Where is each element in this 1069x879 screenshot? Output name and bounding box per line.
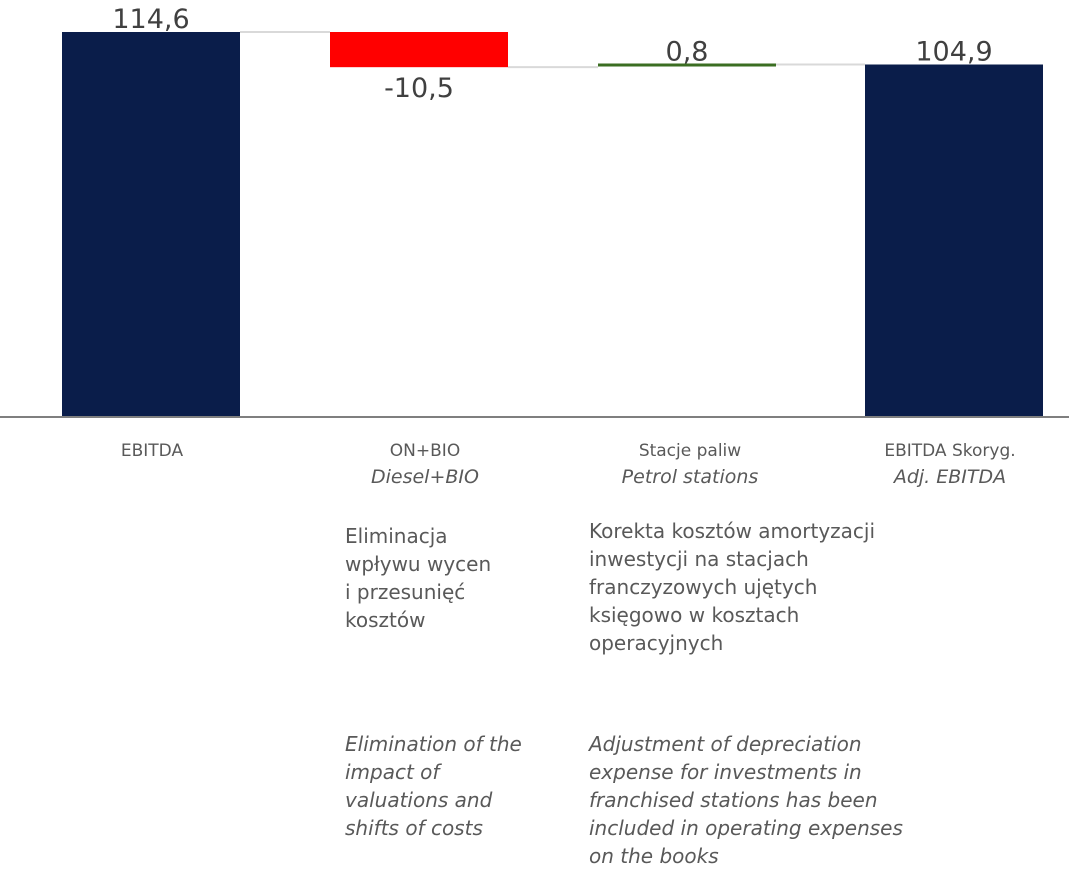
- note-line: operacyjnych: [589, 631, 724, 655]
- category-label-adj-ebitda-pl: EBITDA Skoryg.: [884, 441, 1016, 461]
- category-label-petrol-stations-en: Petrol stations: [621, 466, 759, 488]
- note-line: Elimination of the: [345, 732, 522, 756]
- note-line: shifts of costs: [345, 816, 483, 840]
- bar-1: [330, 32, 508, 68]
- note-line: valuations and: [345, 788, 493, 812]
- note-line: wpływu wycen: [345, 552, 492, 576]
- note-line: Adjustment of depreciation: [589, 732, 862, 756]
- note-line: franczyzowych ujętych: [589, 575, 818, 599]
- category-label-on-bio: ON+BIO Diesel+BIO: [330, 438, 520, 490]
- category-label-on-bio-en: Diesel+BIO: [371, 466, 479, 488]
- note-line: inwestycji na stacjach: [589, 547, 809, 571]
- category-label-on-bio-pl: ON+BIO: [389, 441, 461, 461]
- value-label-3: 104,9: [915, 37, 992, 68]
- stations-note-pl: Korekta kosztów amortyzacji inwestycji n…: [589, 517, 875, 657]
- category-label-adj-ebitda: EBITDA Skoryg. Adj. EBITDA: [850, 438, 1050, 490]
- category-label-petrol-stations-pl: Stacje paliw: [638, 441, 742, 461]
- on-bio-note-en: Elimination of the impact of valuations …: [345, 730, 522, 842]
- bar-2: [598, 63, 776, 67]
- note-line: Eliminacja: [345, 524, 448, 548]
- note-line: franchised stations has been: [589, 788, 878, 812]
- note-line: i przesunięć: [345, 580, 466, 604]
- waterfall-chart: 114,6 -10,5 0,8 104,9: [0, 4, 1069, 418]
- category-label-adj-ebitda-en: Adj. EBITDA: [893, 466, 1007, 488]
- category-label-ebitda-pl: EBITDA: [120, 441, 184, 461]
- value-label-0: 114,6: [112, 4, 189, 35]
- note-line: impact of: [345, 760, 440, 784]
- stations-note-en: Adjustment of depreciation expense for i…: [589, 730, 903, 870]
- note-line: kosztów: [345, 608, 426, 632]
- category-label-petrol-stations: Stacje paliw Petrol stations: [590, 438, 790, 490]
- note-line: księgowo w kosztach: [589, 603, 800, 627]
- on-bio-note-pl: Eliminacja wpływu wycen i przesunięć kos…: [345, 522, 491, 634]
- category-label-ebitda: EBITDA: [62, 438, 242, 464]
- note-line: expense for investments in: [589, 760, 862, 784]
- note-line: on the books: [589, 844, 719, 868]
- value-label-1: -10,5: [384, 73, 454, 104]
- bar-0: [62, 32, 240, 416]
- bar-3: [865, 64, 1043, 416]
- note-line: Korekta kosztów amortyzacji: [589, 519, 876, 543]
- value-label-2: 0,8: [666, 37, 709, 68]
- note-line: included in operating expenses: [589, 816, 903, 840]
